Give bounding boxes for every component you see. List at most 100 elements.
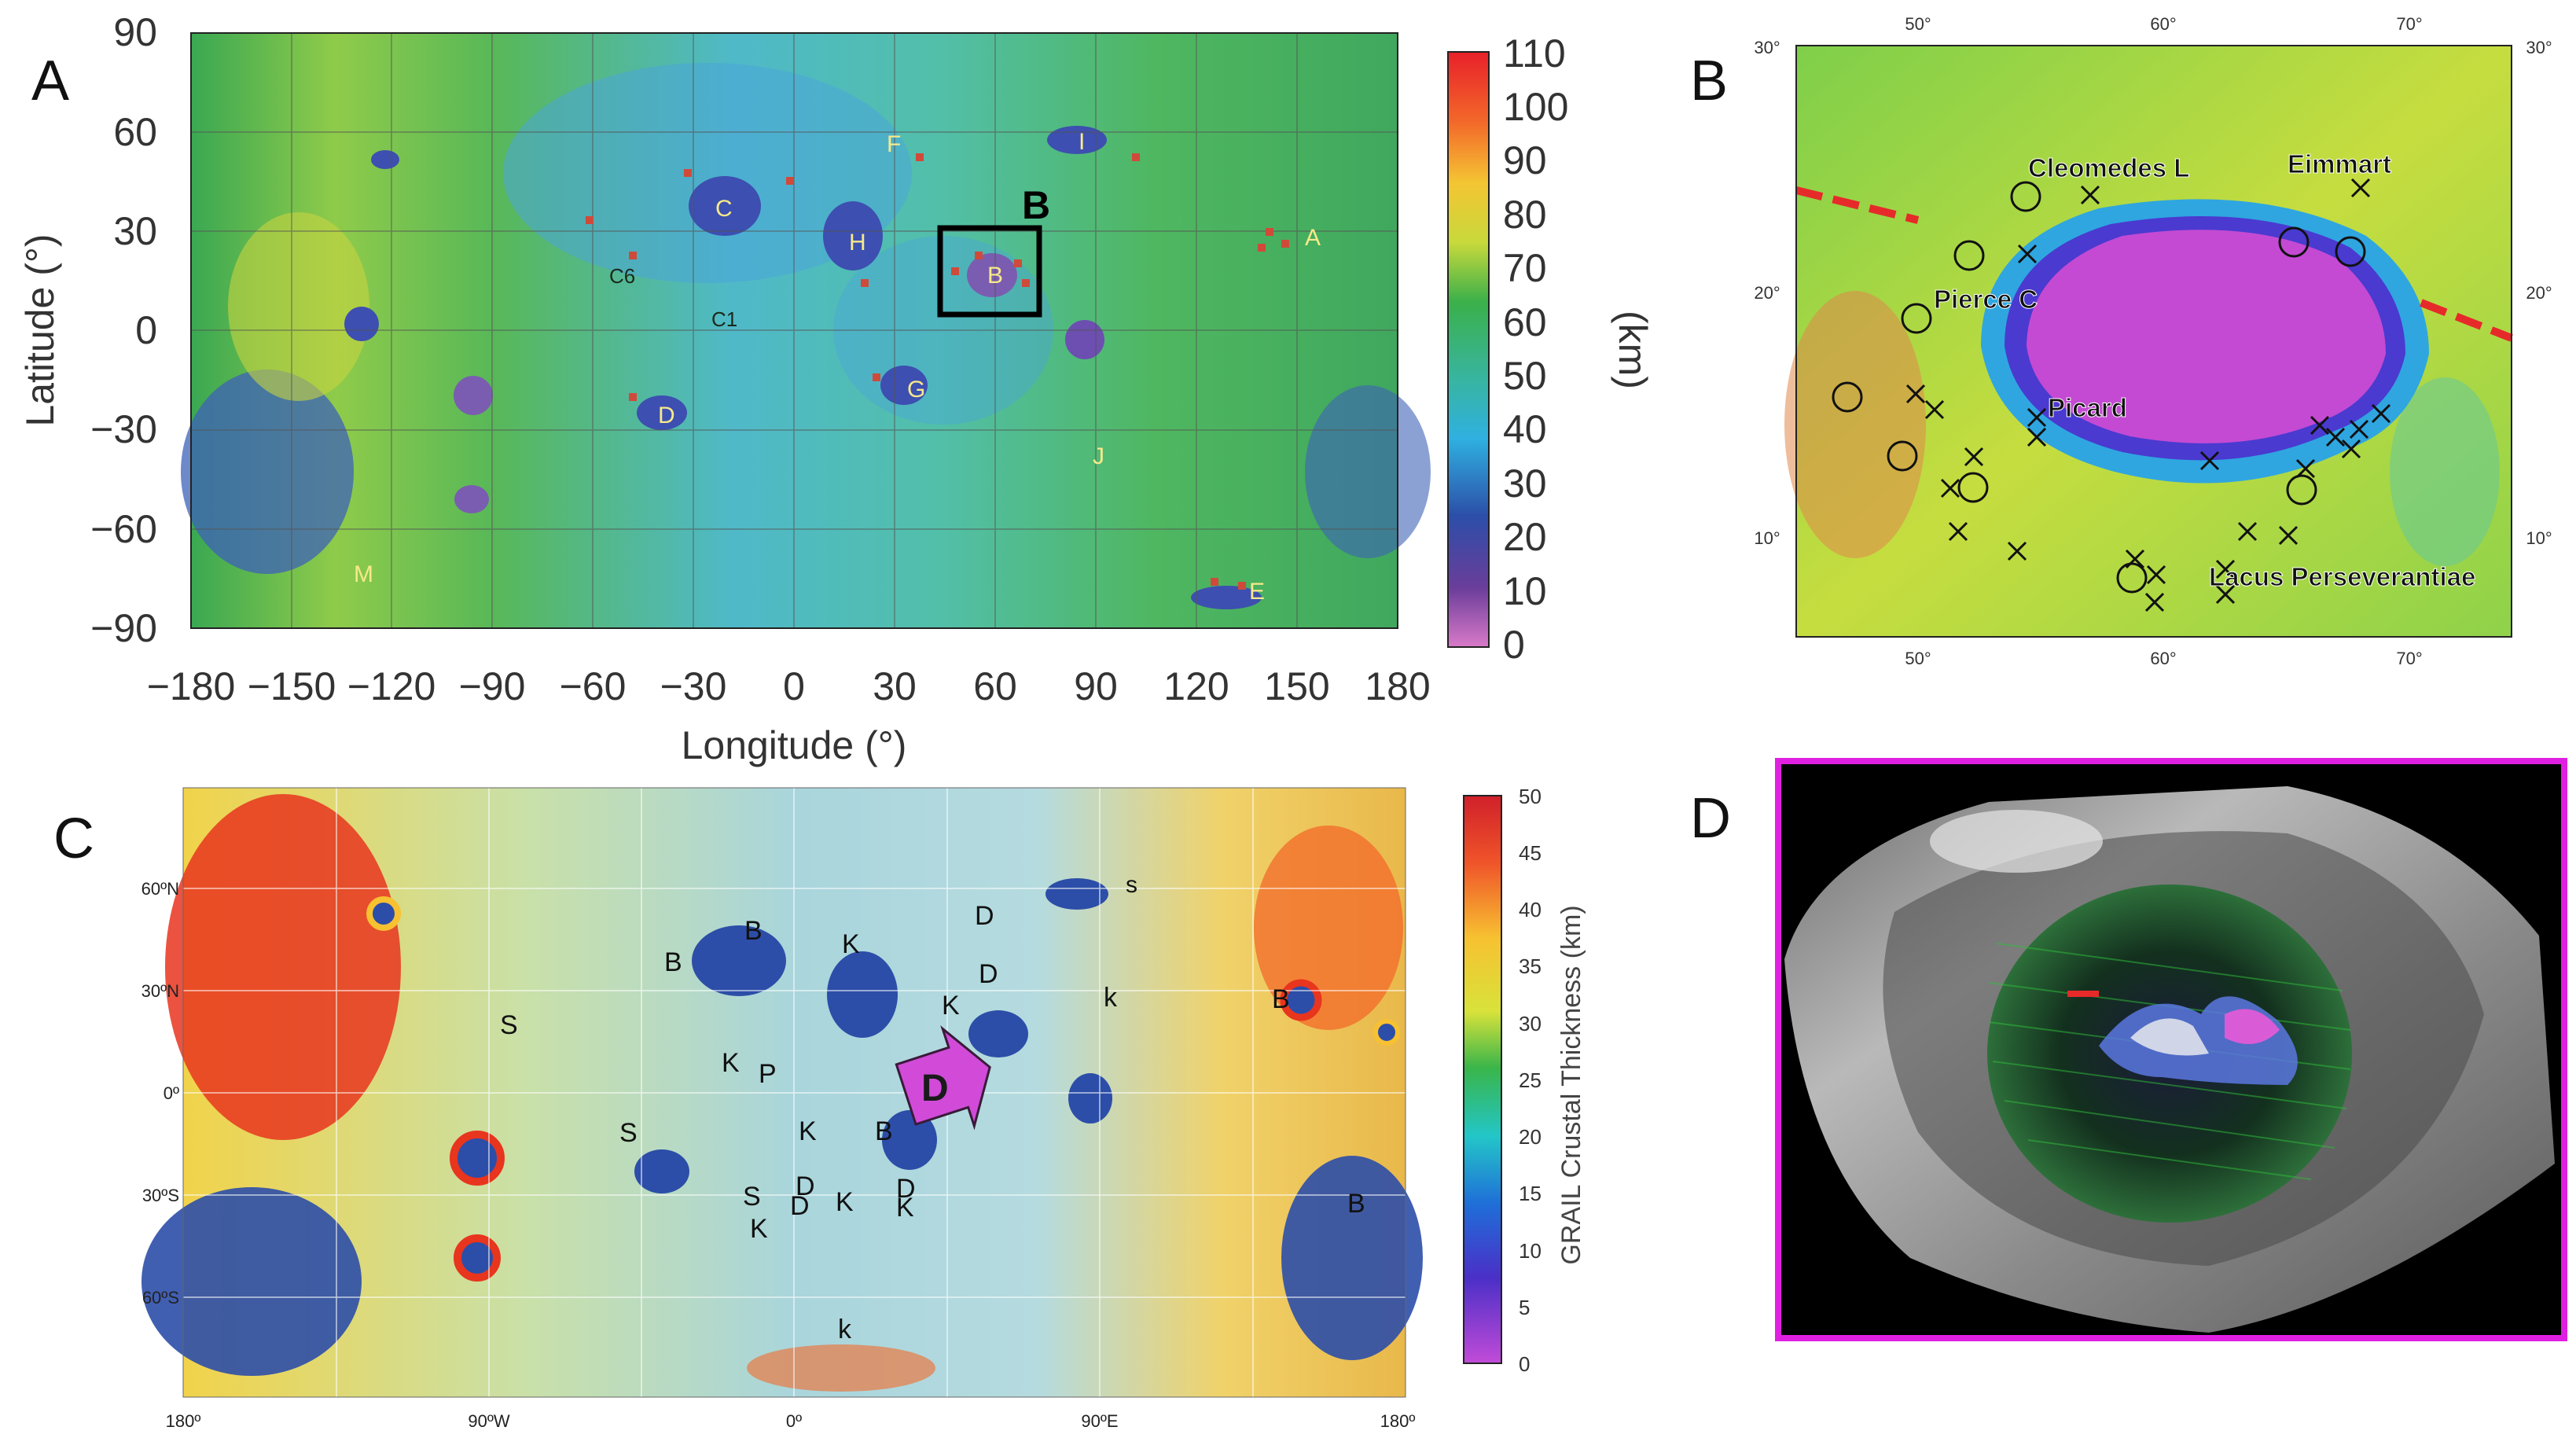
x-tick: −60: [560, 664, 627, 708]
map-letter: B: [1272, 984, 1290, 1014]
lat-tick: 60ºN: [141, 879, 179, 899]
y-tick: 30: [113, 209, 157, 253]
b-tick: 60°: [2150, 649, 2176, 668]
panel-d-letter: D: [1690, 787, 1731, 850]
cb-tick: 70: [1503, 246, 1547, 290]
lat-tick: 60ºS: [142, 1288, 179, 1307]
basin-label: C6: [609, 264, 635, 288]
x-tick: −150: [248, 664, 336, 708]
b-tick: 70°: [2396, 649, 2422, 668]
y-tick: −90: [90, 606, 157, 650]
x-tick: −30: [660, 664, 727, 708]
x-tick: 30: [873, 664, 917, 708]
map-letter: B: [875, 1116, 893, 1146]
y-tick: 0: [135, 308, 157, 352]
panel-b-figure: Cleomedes L Eimmart Pierce C Picard Lacu…: [1754, 14, 2552, 668]
map-letter: D: [896, 1174, 916, 1204]
feature-label: Picard: [2048, 393, 2127, 422]
panel-a-inset-label: B: [1022, 183, 1050, 227]
b-tick: 20°: [2526, 283, 2552, 303]
panel-c-grid: [183, 788, 1406, 1397]
cb-tick: 10: [1503, 569, 1547, 613]
panel-c-arrow: [895, 1025, 991, 1131]
map-letter: k: [1104, 983, 1118, 1013]
x-tick: 120: [1163, 664, 1229, 708]
panel-b: B: [1659, 0, 2576, 755]
b-tick: 70°: [2396, 14, 2422, 34]
b-tick: 50°: [1905, 649, 1931, 668]
map-letter: k: [838, 1315, 852, 1344]
map-letter: B: [664, 947, 682, 977]
cbc-tick: 45: [1519, 841, 1542, 865]
lat-tick: 30ºN: [141, 981, 179, 1001]
cb-tick: 50: [1503, 354, 1547, 398]
cb-tick: 0: [1503, 623, 1525, 667]
feature-label: Lacus Perseverantiae: [2209, 562, 2475, 591]
panel-a-letter: A: [31, 50, 70, 112]
map-letter: s: [1126, 872, 1137, 898]
basin-label: D: [658, 403, 675, 428]
map-letter: D: [796, 1171, 815, 1201]
feature-label: Cleomedes L: [2028, 153, 2189, 182]
cbc-tick: 15: [1519, 1182, 1542, 1205]
lon-tick: 180º: [166, 1411, 201, 1431]
x-tick: −180: [147, 664, 236, 708]
x-tick: 90: [1074, 664, 1118, 708]
x-tick: −120: [347, 664, 436, 708]
basin-label: I: [1079, 129, 1085, 155]
y-tick: −30: [90, 407, 157, 451]
panel-c-letter: C: [53, 807, 94, 870]
panel-a-colorbar-unit: (km): [1611, 311, 1655, 389]
y-tick: −60: [90, 507, 157, 551]
panel-a-xlabel: Longitude (°): [682, 723, 907, 767]
panel-b-feature-labels: Cleomedes L Eimmart Pierce C Picard Lacu…: [1934, 149, 2476, 592]
map-letter: K: [842, 929, 860, 959]
cbc-tick: 40: [1519, 898, 1542, 921]
map-letter: K: [896, 1193, 914, 1223]
panel-a-ylabel: Latitude (°): [18, 234, 62, 426]
cb-tick: 80: [1503, 193, 1547, 237]
panel-c: C D B: [0, 770, 1659, 1449]
cb-tick: 30: [1503, 462, 1547, 506]
cb-tick: 100: [1503, 85, 1568, 129]
panel-c-colorbar-ticks: 50 45 40 35 30 25 20 15 10 5 0: [1519, 785, 1542, 1376]
lat-tick: 0º: [164, 1083, 179, 1103]
cbc-tick: 5: [1519, 1296, 1530, 1319]
cbc-tick: 0: [1519, 1352, 1530, 1376]
basin-label: E: [1249, 579, 1265, 605]
panel-c-lon-ticks: 180º 90ºW 0º 90ºE 180º: [166, 1411, 1416, 1431]
map-letter: B: [744, 916, 763, 946]
map-letter: D: [975, 901, 994, 931]
panel-c-map-letters: B B K D D K k s B S K P S K B S D D K D …: [500, 872, 1365, 1344]
cbc-tick: 50: [1519, 785, 1542, 808]
lon-tick: 0º: [786, 1411, 802, 1431]
map-letter: P: [759, 1059, 777, 1089]
map-letter: K: [799, 1116, 817, 1146]
x-tick: 0: [783, 664, 805, 708]
panel-a-x-ticks: −180 −150 −120 −90 −60 −30 0 30 60 90 12…: [147, 664, 1431, 708]
basin-label: J: [1093, 443, 1104, 469]
x-tick: 150: [1264, 664, 1329, 708]
panel-a-colorbar-ticks: 110 100 90 80 70 60 50 40 30 20 10 0: [1503, 31, 1568, 667]
panel-b-markers: [1832, 178, 2391, 612]
lon-tick: 180º: [1380, 1411, 1416, 1431]
panel-a-basin-labels: A B C C1 C6 D E F G H I J M: [354, 129, 1321, 605]
basin-label: F: [887, 131, 901, 157]
cbc-tick: 20: [1519, 1125, 1542, 1149]
cbc-tick: 10: [1519, 1239, 1542, 1263]
b-tick: 30°: [2526, 38, 2552, 57]
panel-d: D: [1659, 755, 2576, 1449]
map-letter: S: [619, 1118, 638, 1148]
panel-a-inset-box: [937, 225, 1042, 318]
panel-c-arrow-label: D: [921, 1068, 949, 1109]
map-letter: D: [979, 959, 998, 989]
cb-tick: 110: [1503, 31, 1566, 75]
map-letter: D: [790, 1191, 810, 1221]
panel-a-figure: B A B C C1 C6 D E F G H I J M: [18, 10, 1655, 767]
panel-a-markers: [586, 153, 1289, 590]
panel-c-lat-ticks: 60ºN 30ºN 0º 30ºS 60ºS: [141, 879, 179, 1307]
basin-label: G: [907, 377, 925, 403]
panel-c-colorbar: [1463, 795, 1502, 1364]
cbc-tick: 25: [1519, 1068, 1542, 1092]
panel-c-figure: D B B K D D K k s B S K P S K B S D D K …: [141, 785, 1586, 1431]
